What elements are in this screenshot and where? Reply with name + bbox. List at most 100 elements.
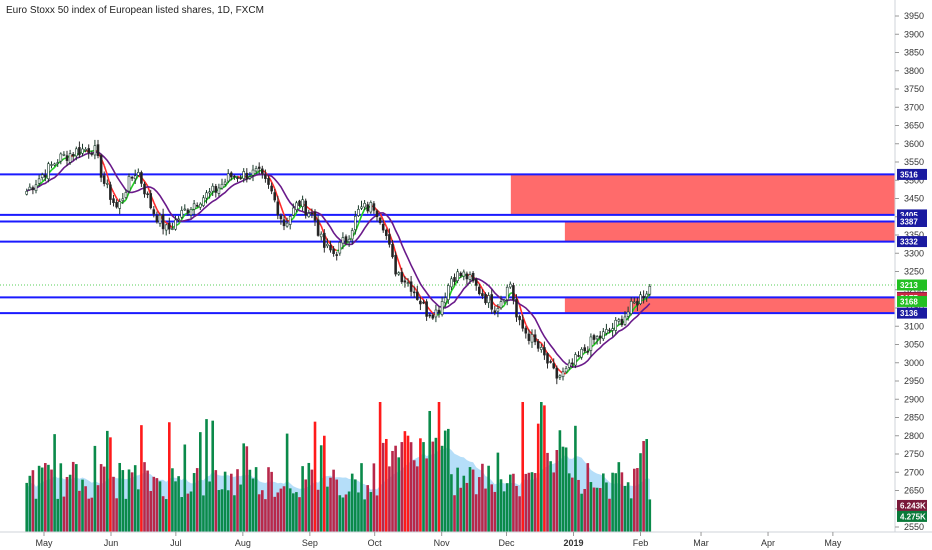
volume-bar	[158, 481, 162, 532]
price-badge	[897, 209, 927, 221]
candle-body	[450, 278, 453, 288]
candle-body	[115, 201, 118, 208]
volume-bar	[261, 490, 264, 532]
candle-body	[28, 186, 32, 190]
volume-bar	[645, 439, 649, 532]
volume-bar	[68, 474, 72, 532]
candle-body	[34, 184, 38, 191]
volume-bar	[208, 481, 211, 532]
volume-bar	[75, 464, 78, 532]
candle-body	[465, 273, 469, 280]
candle-body	[462, 271, 466, 277]
candle-body	[574, 354, 577, 366]
volume-bar	[230, 473, 233, 532]
volume-bar	[487, 465, 490, 532]
volume-bar	[598, 488, 602, 532]
volume-bar	[354, 479, 357, 532]
ma-fast-segment	[444, 299, 450, 306]
candle-body	[273, 192, 277, 201]
volume-bar	[561, 446, 565, 532]
candle-body	[59, 153, 63, 162]
y-axis-ticks: 3950 3900 3850 3800 3750 3700 3650 3600 3550 3500…	[895, 11, 924, 532]
volume-bar	[186, 493, 190, 532]
price-badge-label: 4.275K	[900, 512, 926, 521]
y-tick-label: 3250	[904, 267, 924, 277]
y-tick-label: 3650	[904, 121, 924, 131]
volume-bar	[564, 447, 568, 532]
candle-body	[44, 174, 47, 178]
candle-body	[164, 224, 168, 231]
volume-bar	[589, 482, 593, 532]
y-tick-label: 2950	[904, 376, 924, 386]
price-badge-label: 3136	[900, 309, 918, 318]
candle-body	[295, 202, 298, 211]
zone-rect	[564, 297, 895, 314]
volume-bar	[223, 471, 227, 532]
candle-body	[369, 202, 373, 213]
price-badge-label: 3168	[900, 297, 918, 306]
volume-bar	[419, 438, 422, 532]
ma-fast-segment	[103, 165, 109, 176]
candle-body	[481, 293, 484, 297]
candle-body	[515, 298, 518, 318]
volume-bar	[626, 482, 630, 532]
volume-bar	[257, 494, 261, 532]
ma-fast-segment	[156, 209, 161, 216]
candle-body	[87, 148, 91, 154]
ma-fast-segment	[633, 304, 638, 309]
volume-bar	[357, 492, 360, 532]
volume-bar	[642, 441, 645, 532]
price-badge-label: 3387	[900, 217, 918, 226]
candle-body	[487, 295, 490, 304]
volume-bar	[546, 452, 549, 532]
volume-bar	[456, 467, 459, 532]
candle-body	[261, 168, 264, 174]
volume-bar	[180, 497, 184, 532]
volume-bar	[505, 483, 509, 532]
volume-bar	[112, 476, 115, 532]
volume-bar	[93, 445, 97, 532]
ma-fast-segment	[277, 197, 282, 207]
volume-bar	[515, 485, 518, 532]
volume-bar	[254, 467, 258, 532]
volume-bar	[285, 433, 289, 532]
volume-bar	[595, 487, 599, 532]
candle-body	[124, 192, 128, 198]
volume-bar	[344, 494, 348, 532]
ma-fast-segment	[255, 170, 260, 175]
volume-bar	[580, 493, 583, 532]
candle-body	[251, 169, 255, 176]
candle-body	[412, 291, 416, 294]
candle-body	[360, 206, 363, 209]
candle-body	[106, 183, 109, 185]
candle-body	[233, 175, 236, 178]
volume-bar	[236, 469, 239, 532]
volume-bar	[385, 438, 388, 532]
candle-body	[443, 297, 447, 304]
ma-fast-segment	[627, 313, 632, 319]
candle-body	[195, 204, 199, 207]
candle-body	[571, 362, 574, 365]
volume-bar	[183, 444, 187, 532]
x-tick-label: May	[824, 538, 842, 548]
volume-bar	[65, 476, 69, 532]
volume-bar	[592, 487, 596, 532]
candle-body	[211, 185, 215, 192]
candle-body	[509, 283, 512, 288]
candle-body	[605, 329, 608, 334]
y-tick-label: 3600	[904, 139, 924, 149]
y-tick-label: 3500	[904, 175, 924, 185]
zone-rect	[510, 174, 895, 215]
x-tick-label: Aug	[235, 538, 251, 548]
price-badge	[897, 307, 927, 319]
volume-bar	[381, 442, 385, 532]
candle-body	[533, 334, 537, 343]
ma-fast-segment	[360, 208, 366, 217]
volume-bar	[481, 463, 484, 532]
candle-body	[121, 198, 125, 201]
ma-fast-segment	[41, 178, 46, 183]
candle-body	[143, 183, 146, 195]
candle-body	[109, 184, 112, 200]
ma-fast-segment	[494, 304, 499, 308]
